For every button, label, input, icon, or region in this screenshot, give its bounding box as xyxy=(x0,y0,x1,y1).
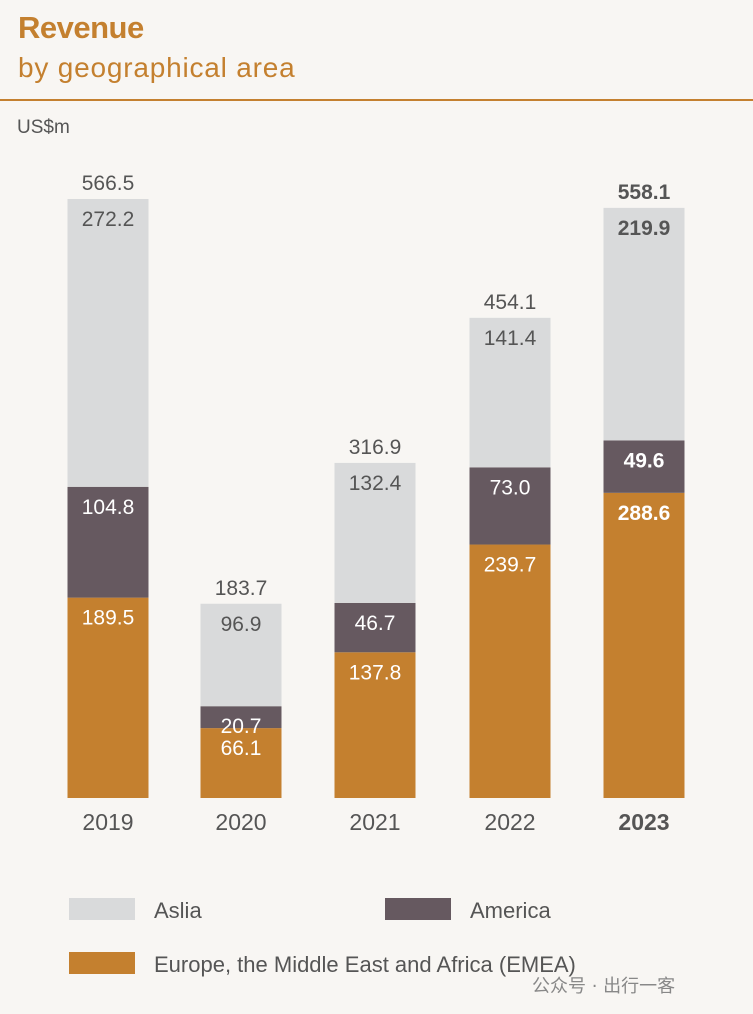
total-label-2021: 316.9 xyxy=(349,436,402,459)
x-tick-label-2022: 2022 xyxy=(484,809,535,835)
data-label-asia-2019: 272.2 xyxy=(82,208,135,231)
data-label-emea-2021: 137.8 xyxy=(349,661,402,684)
data-label-emea-2019: 189.5 xyxy=(82,607,135,630)
bar-segment-asia-2021 xyxy=(334,462,416,603)
legend-swatch-asia xyxy=(69,898,135,920)
data-label-america-2019: 104.8 xyxy=(82,496,135,519)
x-tick-label-2021: 2021 xyxy=(349,809,400,835)
bar-segment-emea-2023 xyxy=(603,492,685,798)
bar-segment-asia-2020 xyxy=(200,603,282,707)
bar-segment-emea-2019 xyxy=(67,597,149,798)
unit-label: US$m xyxy=(17,117,70,138)
bar-segment-emea-2020 xyxy=(200,728,282,798)
bar-segment-america-2019 xyxy=(67,486,149,598)
legend-label-emea: Europe, the Middle East and Africa (EMEA… xyxy=(154,952,576,977)
legend-label-asia: Aslia xyxy=(154,898,202,923)
stacked-bar-chart: 189.5 104.8 272.2 566.5 2019 66.120.7 96.9 183.… xyxy=(67,172,685,835)
data-label-asia-2022: 141.4 xyxy=(484,327,537,350)
bar-segment-america-2020 xyxy=(200,706,282,729)
total-label-2022: 454.1 xyxy=(484,291,537,314)
bar-segment-emea-2021 xyxy=(334,652,416,798)
data-label-america-2023: 49.6 xyxy=(624,449,665,472)
bar-segment-asia-2019 xyxy=(67,198,149,487)
total-label-2023: 558.1 xyxy=(618,181,671,204)
bar-segment-asia-2022 xyxy=(469,317,551,468)
bar-segment-america-2023 xyxy=(603,440,685,493)
total-label-2019: 566.5 xyxy=(82,172,135,195)
x-tick-label-2020: 2020 xyxy=(215,809,266,835)
data-label-america-2020: 20.7 xyxy=(221,715,262,738)
legend-label-america: America xyxy=(470,898,551,923)
title-rule xyxy=(0,99,753,101)
watermark: 公众号 · 出行一客 xyxy=(532,976,676,997)
data-label-america-2021: 46.7 xyxy=(355,612,396,635)
x-tick-label-2019: 2019 xyxy=(82,809,133,835)
data-label-asia-2021: 132.4 xyxy=(349,472,402,495)
bar-segment-asia-2023 xyxy=(603,207,685,441)
legend-swatch-emea xyxy=(69,952,135,974)
data-label-america-2022: 73.0 xyxy=(490,476,531,499)
bar-segment-america-2022 xyxy=(469,467,551,545)
data-label-asia-2023: 219.9 xyxy=(618,217,671,240)
data-label-emea-2023: 288.6 xyxy=(618,502,671,525)
total-label-2020: 183.7 xyxy=(215,577,268,600)
chart-title: Revenue xyxy=(18,10,144,45)
x-tick-label-2023: 2023 xyxy=(618,809,669,835)
bar-segment-emea-2022 xyxy=(469,544,551,798)
bar-segment-america-2021 xyxy=(334,602,416,653)
legend-swatch-america xyxy=(385,898,451,920)
chart-subtitle: by geographical area xyxy=(18,52,296,83)
data-label-asia-2020: 96.9 xyxy=(221,613,262,636)
data-label-emea-2022: 239.7 xyxy=(484,554,537,577)
data-label-emea-2020: 66.1 xyxy=(221,737,262,760)
